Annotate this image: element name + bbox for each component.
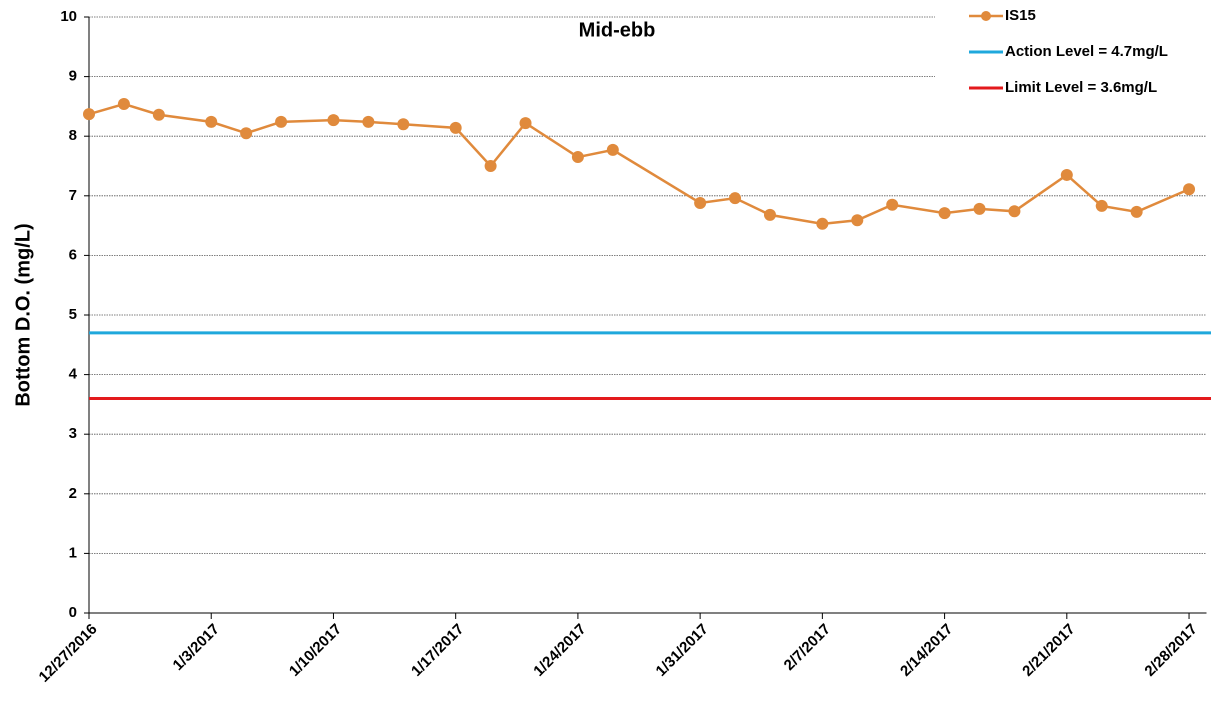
data-point [1060, 168, 1073, 181]
data-point [886, 198, 899, 211]
x-tick-label: 1/17/2017 [408, 621, 467, 680]
data-point [606, 143, 619, 156]
legend-label: Action Level = 4.7mg/L [1005, 43, 1168, 60]
data-point [1095, 199, 1108, 212]
data-point [362, 115, 375, 128]
series-line [88, 102, 1190, 226]
data-point [83, 108, 95, 121]
x-tick-label: 12/27/2016 [36, 621, 101, 686]
data-point [117, 98, 130, 111]
y-tick-label: 6 [69, 246, 77, 263]
x-tick-label: 2/21/2017 [1019, 621, 1078, 680]
legend-label: Limit Level = 3.6mg/L [1005, 79, 1157, 96]
data-point [694, 196, 707, 209]
y-tick-label: 4 [69, 366, 78, 383]
data-point [973, 202, 986, 215]
legend-label: IS15 [1005, 7, 1036, 24]
y-tick-label: 7 [69, 187, 77, 204]
chart-title: Mid-ebb [579, 19, 656, 41]
x-tick-label: 1/31/2017 [653, 621, 712, 680]
y-tick-label: 1 [69, 544, 77, 561]
x-tick-label: 1/10/2017 [286, 621, 345, 680]
data-point [275, 115, 288, 128]
data-point [484, 160, 497, 172]
grid [89, 16, 1207, 614]
y-tick-label: 8 [69, 127, 77, 144]
data-point [205, 115, 218, 128]
x-tick-label: 2/7/2017 [781, 621, 834, 674]
y-tick-label: 9 [69, 68, 77, 85]
y-axis-label: Bottom D.O. (mg/L) [12, 223, 34, 406]
data-point [816, 217, 829, 230]
data-point [397, 118, 410, 131]
x-tick-label: 2/28/2017 [1141, 621, 1200, 680]
legend-marker [981, 11, 991, 21]
data-point [327, 114, 340, 127]
data-point [1008, 205, 1021, 218]
data-point [519, 117, 532, 130]
data-point [1130, 205, 1143, 218]
data-point [763, 208, 776, 221]
data-point [851, 214, 864, 227]
legend: IS15 Action Level = 4.7mg/L Limit Level = … [935, 0, 1211, 105]
y-tick-label: 2 [69, 485, 77, 502]
data-point [938, 207, 951, 220]
y-tick-label: 3 [69, 425, 77, 442]
data-point [1183, 183, 1196, 196]
y-tick-label: 10 [60, 8, 77, 25]
data-point [240, 127, 253, 140]
data-point [152, 108, 165, 121]
x-tick-label: 1/24/2017 [530, 621, 589, 680]
y-tick-label: 0 [69, 604, 77, 621]
x-tick-label: 2/14/2017 [897, 621, 956, 680]
data-point [449, 121, 462, 134]
y-tick-label: 5 [69, 306, 77, 323]
x-tick-label: 1/3/2017 [170, 621, 223, 674]
data-point [729, 192, 742, 205]
data-point [571, 151, 584, 164]
